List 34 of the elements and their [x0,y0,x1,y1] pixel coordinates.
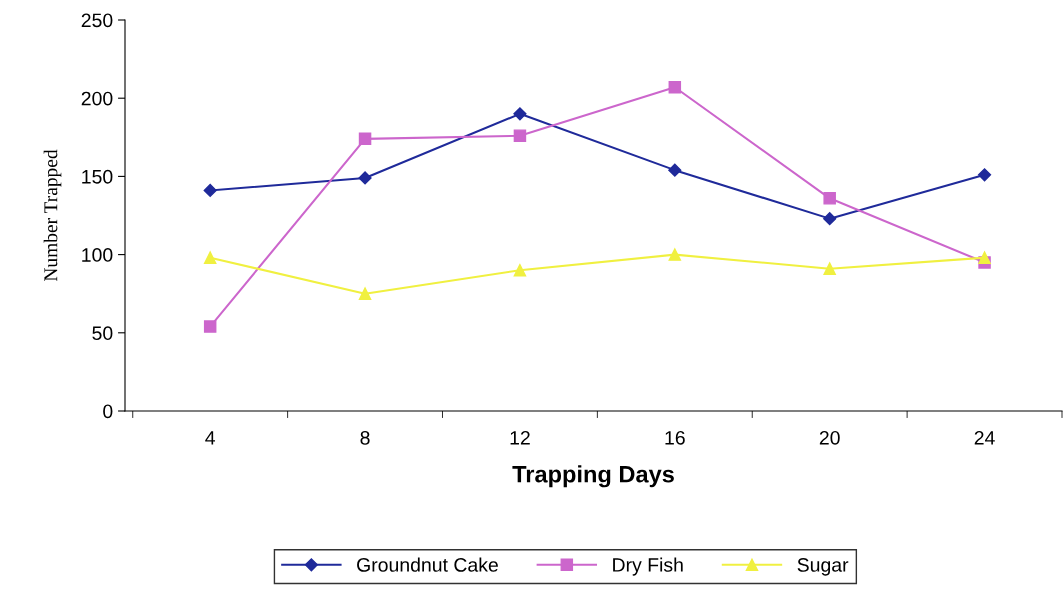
y-tick-label: 200 [81,91,113,106]
point [513,263,527,277]
y-tick-label: 250 [81,13,113,28]
point [513,129,527,142]
y-tick-label: 100 [82,248,113,262]
point [823,262,836,275]
legend-label: Dry Fish [613,557,683,576]
point [513,107,527,121]
y-tick-label: 150 [82,169,113,184]
point [203,251,217,264]
point [668,81,682,94]
point [203,320,217,333]
point [978,251,991,264]
y-tick-label: 50 [92,326,113,341]
x-tick-label: 16 [665,430,685,445]
legend-label: Sugar [797,558,849,576]
x-tick-label: 4 [205,431,216,445]
x-axis-title: Trapping Days [512,465,674,488]
point [358,132,372,146]
x-tick-label: 24 [974,430,995,445]
point [358,171,372,185]
point [358,287,372,300]
point [977,168,992,182]
point [823,192,836,205]
point [823,212,837,226]
y-axis-title: Number Trapped [43,149,62,282]
point [668,163,682,177]
legend-label: Groundnut Cake [357,557,498,572]
y-tick-label: 0 [103,404,113,419]
x-tick-label: 20 [819,430,840,445]
x-tick-label: 12 [510,430,530,445]
point [668,248,682,261]
x-tick-label: 8 [360,430,370,445]
point [203,183,217,198]
